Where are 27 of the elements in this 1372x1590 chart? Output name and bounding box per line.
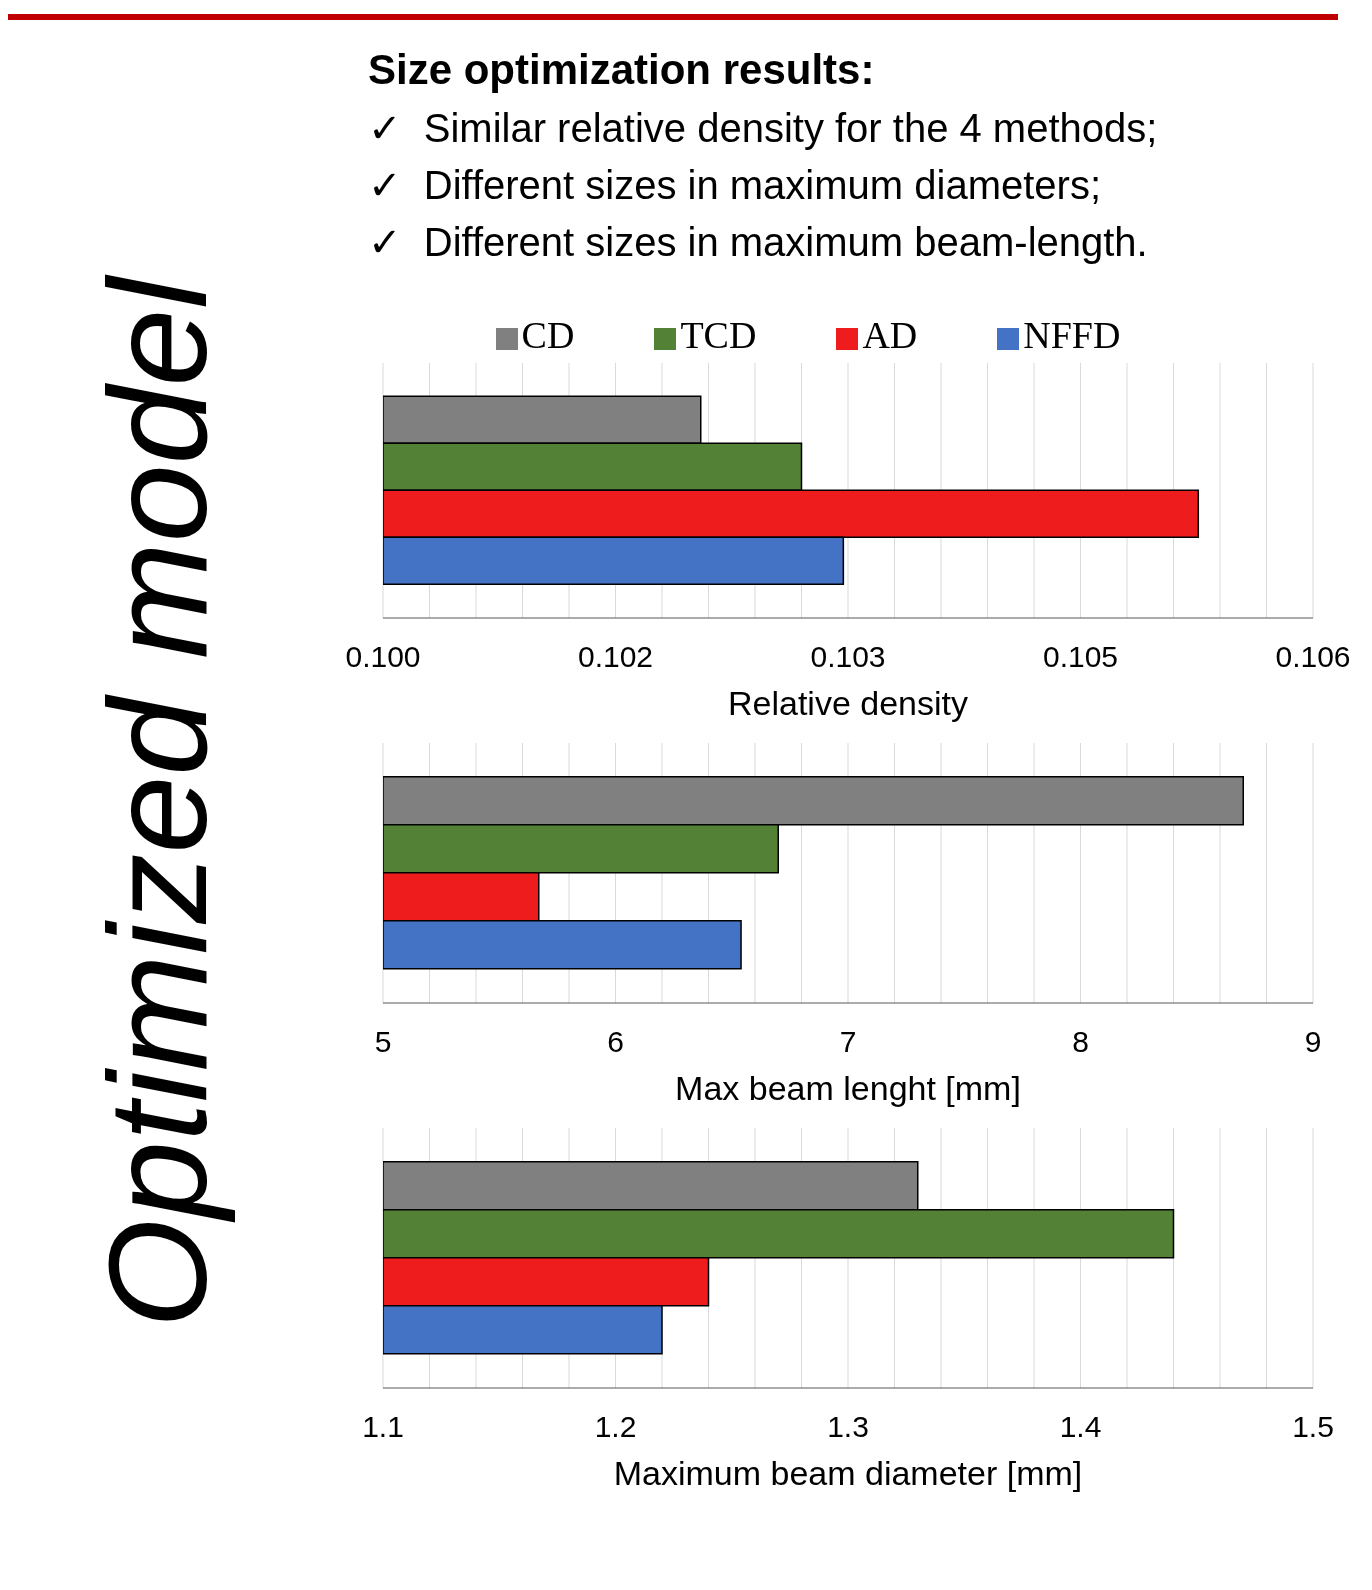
x-tick-label: 1.3: [827, 1410, 869, 1444]
x-tick-label: 0.105: [1042, 640, 1119, 674]
x-tick-label: 6: [607, 1025, 624, 1059]
text: ✓ Similar relative density for the 4 methods;: [368, 105, 1158, 152]
x-tick-label: 9: [1304, 1025, 1322, 1059]
x-axis-title: Max beam lenght [mm]: [675, 1069, 1021, 1107]
x-tick-label: 1.5: [1292, 1410, 1334, 1444]
x-tick-label: 7: [839, 1025, 857, 1059]
x-tick-label: 1.1: [362, 1410, 404, 1444]
text: ✓ Different sizes in maximum diameters;: [368, 162, 1102, 209]
legend-label: CD: [521, 314, 575, 356]
x-tick-label: 0.100: [345, 640, 421, 674]
x-tick-label: 0.102: [577, 640, 654, 674]
text: Size optimization results:: [368, 46, 876, 94]
x-tick-label: 1.2: [594, 1410, 637, 1444]
x-axis-title: Maximum beam diameter [mm]: [613, 1454, 1083, 1492]
x-tick-label: 0.103: [810, 640, 886, 674]
x-axis-title: Relative density: [727, 684, 969, 722]
x-tick-label: 8: [1072, 1025, 1089, 1059]
x-tick-label: 1.4: [1059, 1410, 1102, 1444]
text: Optimized model: [78, 273, 237, 1328]
legend-label: NFFD: [1023, 314, 1121, 356]
x-tick-label: 0.106: [1275, 640, 1351, 674]
legend-label: TCD: [680, 314, 757, 356]
legend-label: AD: [862, 314, 918, 356]
text: ✓ Different sizes in maximum beam-length.: [368, 219, 1149, 266]
x-tick-label: 5: [374, 1025, 392, 1059]
